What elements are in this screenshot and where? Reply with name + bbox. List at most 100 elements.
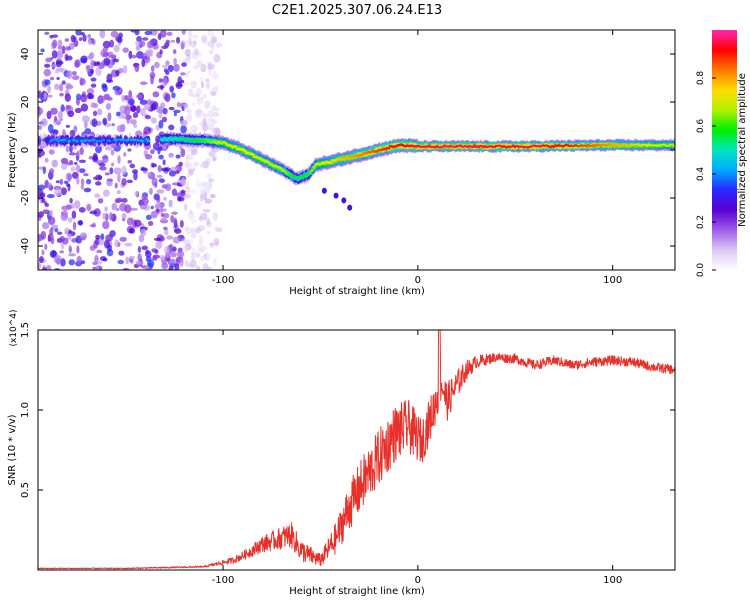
snr-panel: -100 0 100 0.5 1.0 1.5 Height of straight li… <box>7 309 676 597</box>
noise-blob <box>159 49 163 55</box>
noise-blob <box>197 243 204 250</box>
noise-blob <box>175 154 181 159</box>
noise-blob <box>161 208 167 212</box>
noise-blob <box>173 58 177 65</box>
noise-blob <box>136 35 142 42</box>
noise-blob <box>185 154 189 161</box>
ridge-mark <box>279 167 283 170</box>
noise-blob <box>134 191 139 197</box>
noise-blob <box>187 89 194 97</box>
noise-blob <box>89 210 98 215</box>
noise-blob <box>57 39 63 48</box>
ridge-mark <box>72 138 76 142</box>
noise-blob <box>68 253 76 257</box>
ridge-mark <box>298 177 302 180</box>
noise-blob <box>109 167 114 175</box>
spectrogram-y-ticks: -40 -20 0 20 40 <box>20 48 675 254</box>
noise-blob <box>158 154 164 160</box>
noise-blob <box>80 103 89 112</box>
noise-blob <box>190 251 199 256</box>
noise-blob <box>54 115 58 122</box>
noise-blob <box>195 200 201 210</box>
snr-x-ticks: -100 0 100 <box>212 330 622 586</box>
noise-blob <box>42 222 50 230</box>
noise-blob <box>190 146 195 156</box>
noise-blob <box>50 237 55 245</box>
noise-blob <box>95 181 102 186</box>
noise-blob <box>162 77 168 87</box>
noise-blob <box>186 239 194 244</box>
noise-blob <box>195 110 199 119</box>
noise-blob <box>86 92 93 100</box>
noise-blob <box>78 37 83 41</box>
noise-blob <box>110 30 119 38</box>
noise-blob <box>130 207 138 211</box>
noise-blob <box>65 124 71 128</box>
ridge-mark <box>98 139 102 143</box>
noise-blob <box>140 228 147 237</box>
noise-blob <box>75 164 81 173</box>
noise-blob <box>153 237 162 242</box>
noise-blob <box>208 89 212 93</box>
noise-blob <box>73 125 78 133</box>
noise-blob <box>114 182 118 189</box>
noise-blob <box>186 70 191 75</box>
noise-blob <box>69 160 73 164</box>
noise-blob <box>57 49 63 58</box>
noise-blob <box>99 166 107 171</box>
noise-blob <box>156 174 163 178</box>
noise-blob <box>156 107 162 113</box>
noise-blob <box>121 198 128 203</box>
noise-blob <box>57 231 63 235</box>
ridge-mark <box>51 138 56 142</box>
noise-blob <box>176 251 185 258</box>
noise-blob <box>207 117 216 122</box>
noise-blob <box>186 154 195 161</box>
noise-blob <box>199 76 204 83</box>
noise-blob <box>42 209 50 215</box>
noise-blob <box>160 167 169 172</box>
noise-blob <box>45 264 52 270</box>
noise-blob <box>203 253 208 261</box>
noise-blob <box>173 63 180 72</box>
noise-blob <box>107 112 112 122</box>
noise-blob <box>195 59 204 68</box>
noise-blob <box>213 127 221 135</box>
noise-blob <box>107 51 114 59</box>
snr-frame <box>37 329 676 571</box>
noise-blob <box>207 109 215 118</box>
noise-blob <box>201 35 208 43</box>
ridge-mark <box>80 139 84 143</box>
noise-blob <box>60 157 69 164</box>
noise-blob <box>200 81 205 89</box>
noise-blob <box>139 99 148 105</box>
noise-blob <box>175 192 184 198</box>
noise-blob <box>179 102 188 109</box>
noise-blob <box>52 34 59 38</box>
noise-blob <box>130 30 137 33</box>
noise-blob <box>212 111 220 118</box>
noise-blob <box>170 251 177 258</box>
ridge-mark <box>310 169 314 172</box>
noise-blob <box>135 260 144 266</box>
noise-blob <box>185 227 193 235</box>
noise-blob <box>162 159 166 166</box>
noise-blob <box>208 151 215 158</box>
noise-blob <box>76 245 80 254</box>
noise-blob <box>102 212 106 220</box>
noise-blob <box>46 110 52 120</box>
noise-blob <box>159 30 167 38</box>
noise-blob <box>187 109 192 115</box>
noise-blob <box>121 212 127 220</box>
noise-blob <box>53 189 62 197</box>
noise-blob <box>48 149 55 155</box>
noise-blob <box>145 265 150 270</box>
noise-blob <box>171 92 176 99</box>
ridge-mark <box>472 144 476 147</box>
noise-blob <box>103 189 110 197</box>
noise-blob <box>53 254 62 264</box>
noise-blob <box>188 37 192 46</box>
ridge-mark <box>251 153 255 156</box>
noise-blob <box>200 63 207 73</box>
noise-blob <box>168 106 175 111</box>
